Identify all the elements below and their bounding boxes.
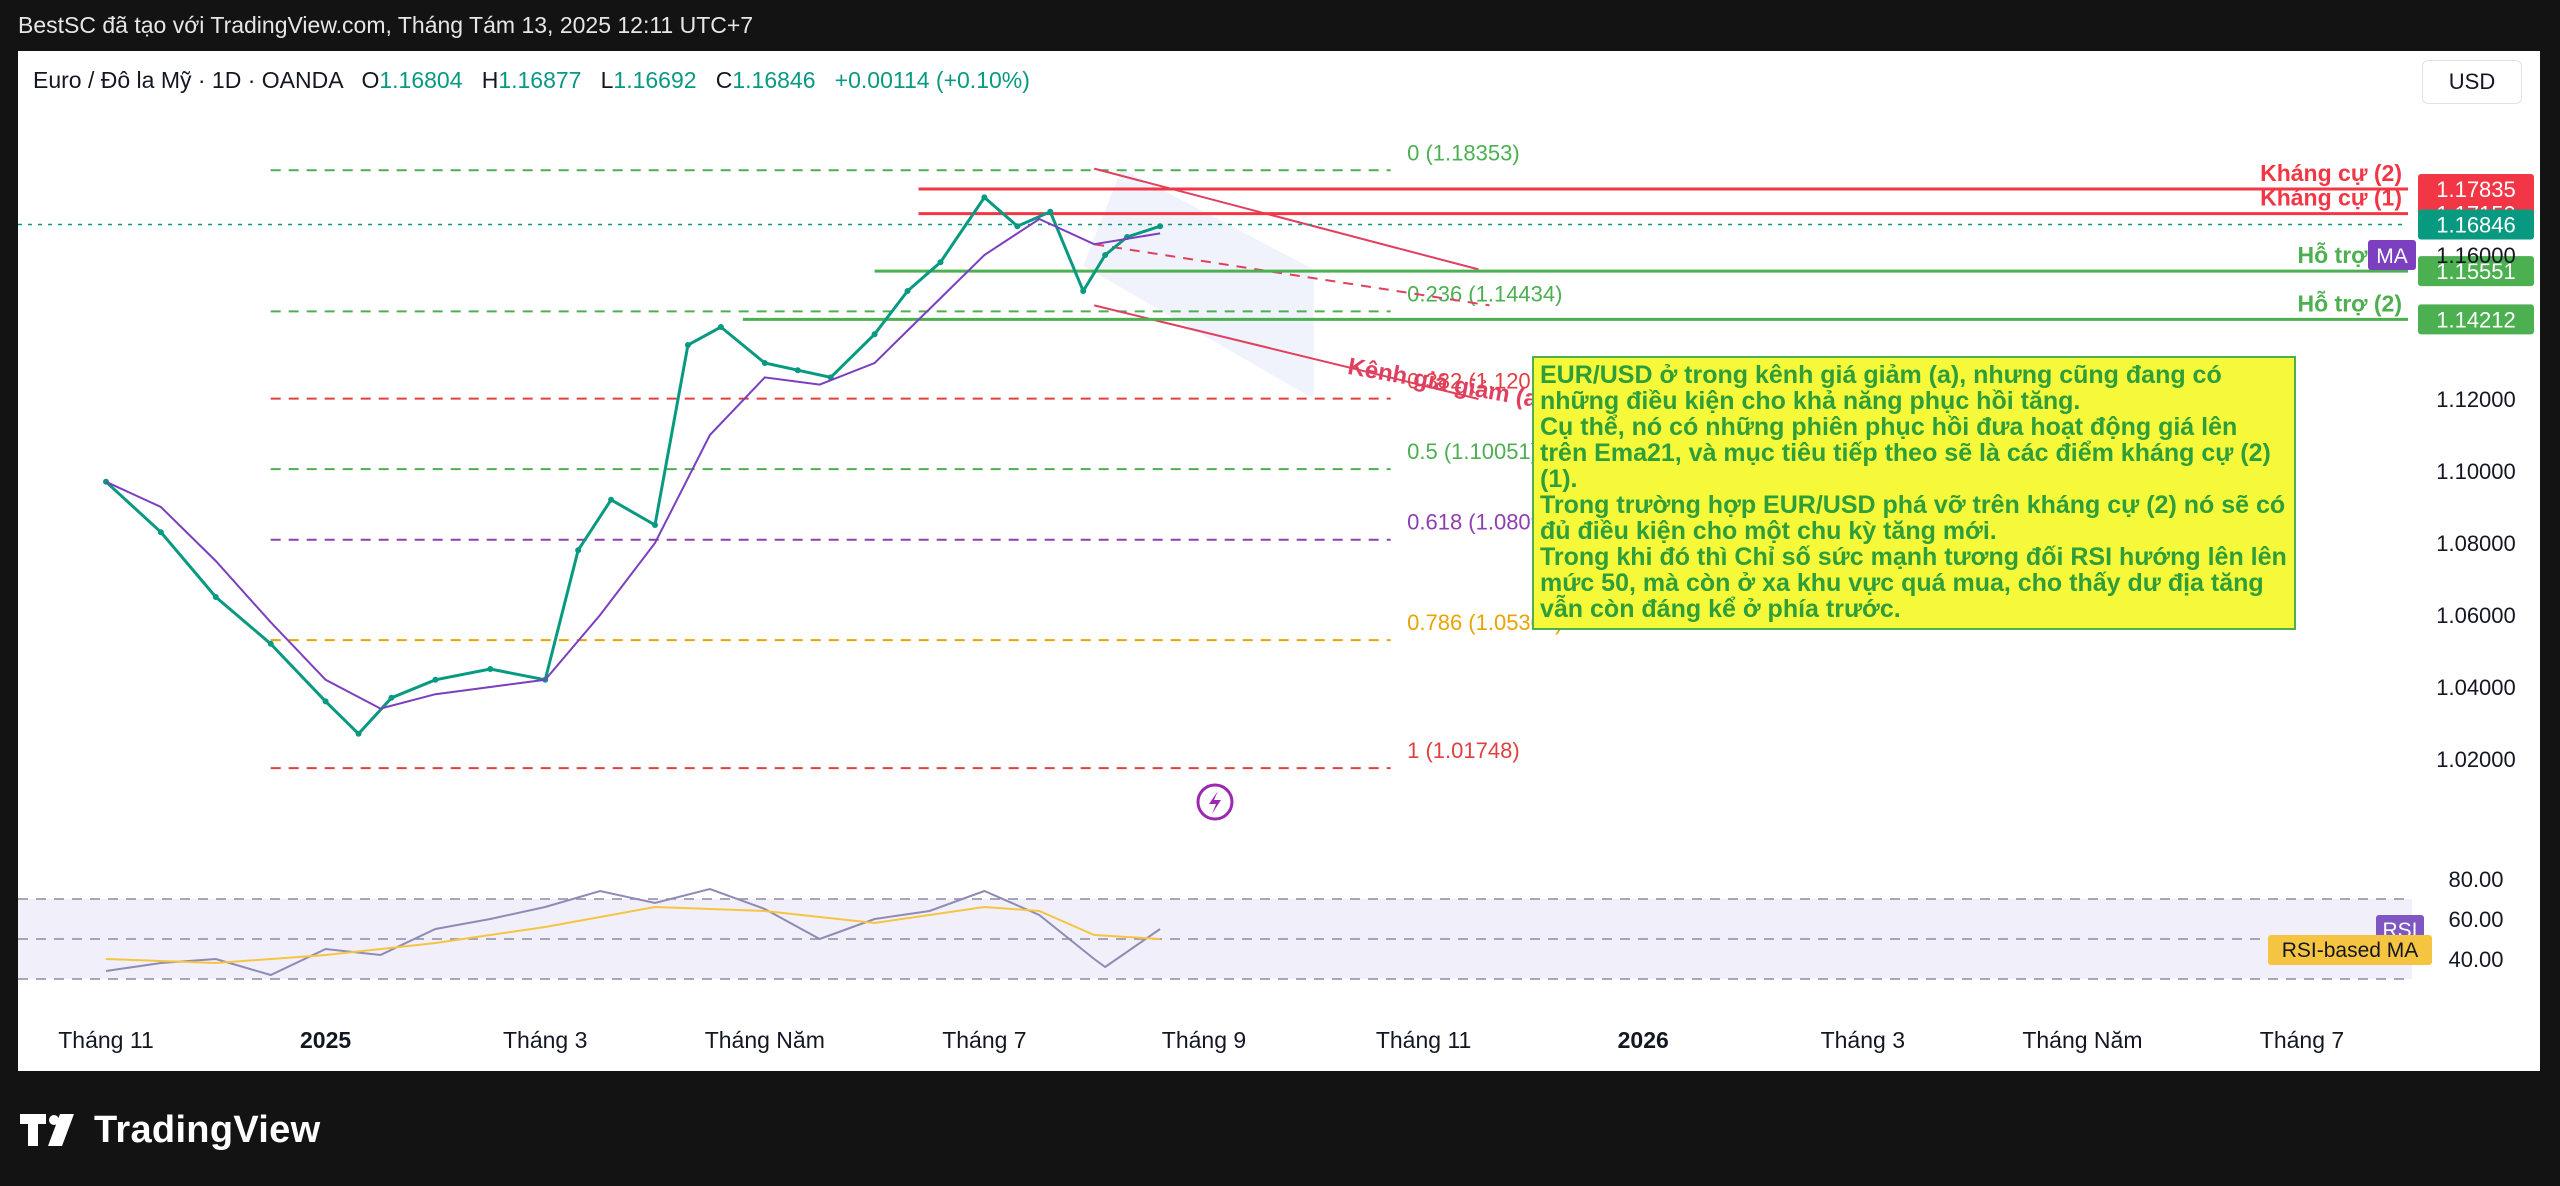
price-point [355,730,362,737]
price-point [761,360,768,366]
price-point [1080,288,1087,294]
price-point [157,529,164,536]
low-value: 1.16692 [613,67,697,93]
tradingview-logo-icon [20,1114,74,1146]
price-axis-tick: 1.06000 [2436,603,2516,628]
price-point [981,194,988,201]
price-point [432,676,439,683]
time-axis-label: Tháng 11 [58,1027,153,1053]
price-axis-tick: 1.10000 [2436,459,2516,484]
time-axis-label: Tháng Năm [2022,1027,2142,1053]
chart-panel[interactable]: 0 (1.18353) 0.236 (1.14434) 0.382 (1.12010… [18,51,2540,1071]
low-label: L [600,67,614,93]
price-point [608,496,615,503]
rsi-ma-badge-label: RSI-based MA [2282,939,2419,962]
channel-label: Kênh giá giảm (a) [1346,353,1548,414]
open-label: O [361,67,380,93]
price-point [575,547,582,554]
rsi-axis-tick: 80.00 [2448,867,2503,892]
price-point [487,666,494,672]
high-value: 1.16877 [498,67,582,93]
channel-middle-line [1094,243,1490,307]
header-text: BestSC đã tạo với TradingView.com, Tháng… [18,12,754,38]
fib-level-label: 0.5 (1.10051) [1407,439,1538,464]
price-level-label: Kháng cự (1) [2260,185,2402,211]
price-level-badge [2418,209,2534,240]
price-axis-tick: 1.08000 [2436,531,2516,556]
price-point [937,259,944,266]
price-axis-tick: 1.02000 [2436,747,2516,772]
price-point [717,324,724,330]
price-level-value: 1.15551 [2436,259,2516,284]
price-level-badge [2418,173,2534,204]
price-level-value: 1.16846 [2436,213,2516,238]
price-point [684,342,691,348]
rsi-axis-tick: 60.00 [2448,907,2503,932]
price-point [1157,223,1164,230]
price-point [1047,208,1054,215]
fib-level-label: 0.236 (1.14434) [1407,281,1562,306]
tradingview-logo[interactable]: TradingView [20,1106,320,1154]
price-point [1102,252,1109,258]
price-level-label: Kháng cự (2) [2260,160,2402,186]
price-point [388,694,395,701]
price-point [1014,223,1021,230]
time-axis-label: Tháng 3 [503,1027,587,1053]
change-value: +0.00114 (+0.10%) [834,67,1030,93]
time-axis-label: Tháng 3 [1821,1027,1905,1053]
chart-canvas[interactable]: 0 (1.18353)0.236 (1.14434)0.382 (1.12010… [18,51,2540,1071]
ma-badge-label: MA [2376,245,2408,268]
annotation-line: EUR/USD ở trong kênh giá giảm (a), nhưng… [1540,361,2222,415]
price-point [652,522,658,528]
time-axis-label: Tháng 7 [2260,1027,2344,1053]
price-point [904,288,911,294]
rsi-axis-tick: 40.00 [2448,947,2503,972]
price-series-line [104,195,1161,736]
time-axis-label: 2026 [1618,1027,1669,1053]
high-label: H [481,67,499,93]
tradingview-wordmark: TradingView [94,1108,321,1151]
fib-level-label: 0 (1.18353) [1407,140,1520,165]
price-level-value: 1.17835 [2436,177,2516,202]
ma-badge [2368,240,2416,270]
time-axis-label: 2025 [300,1027,351,1053]
price-axis-tick: 1.12000 [2436,387,2516,412]
annotation-line: Trong trường hợp EUR/USD phá vỡ trên khá… [1540,491,2286,545]
fib-level-label: 1 (1.01748) [1407,738,1520,763]
price-level-value: 1.14212 [2436,307,2516,332]
price-level-badge [2418,304,2534,335]
price-point [871,331,878,338]
annotation-line: Trong khi đó thì Chỉ số sức mạnh tương đ… [1540,543,2287,623]
annotation-line: Cụ thể, nó có những phiên phục hồi đưa h… [1540,413,2271,493]
channel-lower-line [1093,304,1479,400]
price-point [794,367,801,374]
price-axis-tick: 1.16000 [2436,243,2516,268]
close-value: 1.16846 [732,67,816,93]
time-axis-label: Tháng 9 [1162,1027,1246,1053]
lightning-icon-glyph [1208,791,1221,814]
ticker-bar: Euro / Đô la Mỹ · 1D · OANDA O1.16804 H1… [33,67,1030,94]
close-label: C [715,67,733,93]
ma-series-line [105,217,1161,710]
price-level-badge [2418,256,2534,287]
price-point [322,698,329,705]
price-point [267,640,274,647]
open-value: 1.16804 [379,67,463,93]
time-axis-label: Tháng 7 [942,1027,1026,1053]
time-axis-label: Tháng Năm [705,1027,825,1053]
annotation-box[interactable]: EUR/USD ở trong kênh giá giảm (a), nhưng… [1532,356,2296,630]
rsi-ma-badge [2268,935,2432,965]
time-axis-label: Tháng 11 [1376,1027,1471,1053]
channel-upper-line [1093,167,1479,271]
channel-fill [1083,168,1314,399]
symbol-name: Euro / Đô la Mỹ · 1D · OANDA [33,67,343,93]
price-point [212,594,219,600]
price-axis-tick: 1.04000 [2436,675,2516,700]
price-level-label: Hỗ trợ (2) [2297,289,2402,316]
currency-selector[interactable]: USD [2422,60,2522,104]
rsi-ma-series-line [105,905,1161,965]
